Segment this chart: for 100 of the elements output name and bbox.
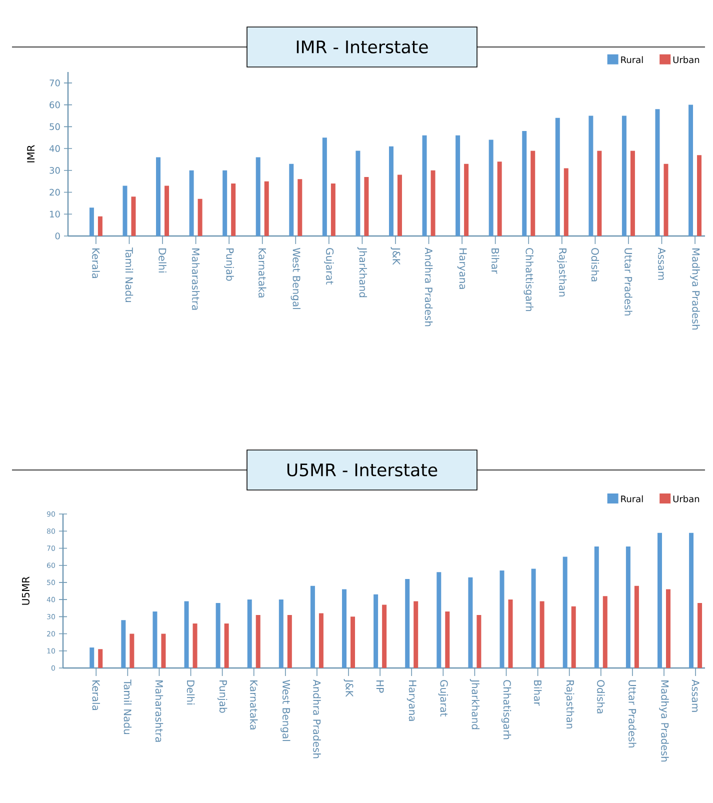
x-tick-label: Jharkhand <box>470 679 480 730</box>
bar <box>540 601 544 668</box>
y-axis-title: U5MR <box>22 576 30 605</box>
bar <box>664 164 668 236</box>
bar <box>476 614 482 668</box>
x-tick-label: Andhra Pradesh <box>313 680 321 758</box>
bar <box>655 109 660 236</box>
bar <box>464 164 469 236</box>
bar <box>364 176 369 236</box>
bar <box>531 568 536 668</box>
bar <box>156 157 161 236</box>
bar <box>497 162 502 236</box>
bar <box>564 168 568 236</box>
x-tick-label: Karnataka <box>250 680 258 730</box>
x-tick-label: Andhra Pradesh <box>424 248 433 326</box>
x-tick-label: West Bengal <box>280 680 290 741</box>
x-tick-label: Gujarat <box>438 680 448 716</box>
legend-label: Urban <box>673 56 700 64</box>
x-tick-label: Rajasthan <box>557 248 567 296</box>
bar <box>622 116 626 236</box>
bar <box>98 649 103 668</box>
x-tick-label: Punjab <box>224 248 234 281</box>
x-tick-label: Bihar <box>491 248 500 274</box>
bar <box>342 589 347 668</box>
x-tick-label: Jharkhand <box>357 247 368 298</box>
bar <box>256 157 260 236</box>
bar <box>310 586 315 668</box>
bar <box>330 184 336 236</box>
bar <box>374 594 378 668</box>
bar <box>630 150 635 236</box>
y-tick-label: 50 <box>50 123 60 130</box>
x-tick-label: Uttar Pradesh <box>624 248 632 316</box>
x-tick-label: Haryana <box>457 248 467 289</box>
bar <box>436 572 442 668</box>
bar <box>602 596 608 668</box>
bar <box>322 138 327 236</box>
bar <box>131 196 136 236</box>
bar <box>588 116 594 236</box>
bar <box>121 620 126 668</box>
bar <box>264 181 269 236</box>
bar <box>697 155 702 236</box>
x-tick-label: Madhya Pradesh <box>690 248 700 330</box>
x-tick-label: Bihar <box>534 680 542 706</box>
legend-label: Rural <box>621 56 643 64</box>
bar <box>688 104 694 236</box>
y-tick-label: 0 <box>55 232 60 240</box>
y-tick-label: 70 <box>50 80 60 86</box>
bar <box>164 186 170 236</box>
x-tick-label: Punjab <box>217 680 228 713</box>
bar <box>278 600 284 668</box>
bar <box>422 135 427 236</box>
bar <box>626 546 630 668</box>
bar <box>414 601 418 668</box>
bar <box>388 146 394 236</box>
bar <box>445 612 450 668</box>
bar <box>287 614 292 668</box>
bar <box>597 150 602 236</box>
bar <box>456 135 460 236</box>
y-tick-label: 10 <box>50 210 60 218</box>
x-tick-label: Delhi <box>158 248 166 272</box>
bar <box>405 579 410 668</box>
legend-label: Urban <box>673 495 700 502</box>
bar <box>222 170 228 236</box>
bar <box>231 184 236 236</box>
bar <box>657 532 662 668</box>
bar <box>192 624 198 668</box>
x-tick-label: Haryana <box>406 680 416 721</box>
x-tick-label: Odisha <box>591 248 600 282</box>
bar <box>298 179 302 236</box>
bar <box>634 586 639 668</box>
y-tick-label: 20 <box>50 188 60 196</box>
bar <box>90 647 94 668</box>
bar <box>522 131 527 236</box>
bar <box>89 208 94 236</box>
bar <box>698 602 702 668</box>
bar <box>530 150 536 236</box>
bar <box>98 216 102 236</box>
bar <box>397 174 402 236</box>
bar <box>184 601 189 668</box>
bar <box>571 606 576 668</box>
bar <box>318 613 324 668</box>
x-tick-label: Maharashtra <box>155 680 164 742</box>
bar <box>430 170 436 236</box>
x-tick-label: Rajasthan <box>564 680 574 728</box>
bar <box>161 634 166 668</box>
bar <box>247 600 252 668</box>
y-axis-title: IMR <box>27 145 34 162</box>
bar <box>216 602 220 668</box>
bar <box>198 198 202 236</box>
bar <box>689 532 694 668</box>
bar <box>356 150 360 236</box>
y-tick-label: 40 <box>49 145 60 152</box>
chart-title: U5MR - Interstate <box>287 464 438 476</box>
x-tick-label: Chhattisgarh <box>524 248 534 312</box>
x-tick-label: Tamil Nadu <box>124 680 132 734</box>
x-tick-label: Kerala <box>92 248 100 278</box>
x-tick-label: Tamil Nadu <box>125 247 134 302</box>
legend-label: Rural <box>621 495 643 502</box>
x-tick-label: J&K <box>344 679 354 698</box>
bar <box>468 577 473 668</box>
